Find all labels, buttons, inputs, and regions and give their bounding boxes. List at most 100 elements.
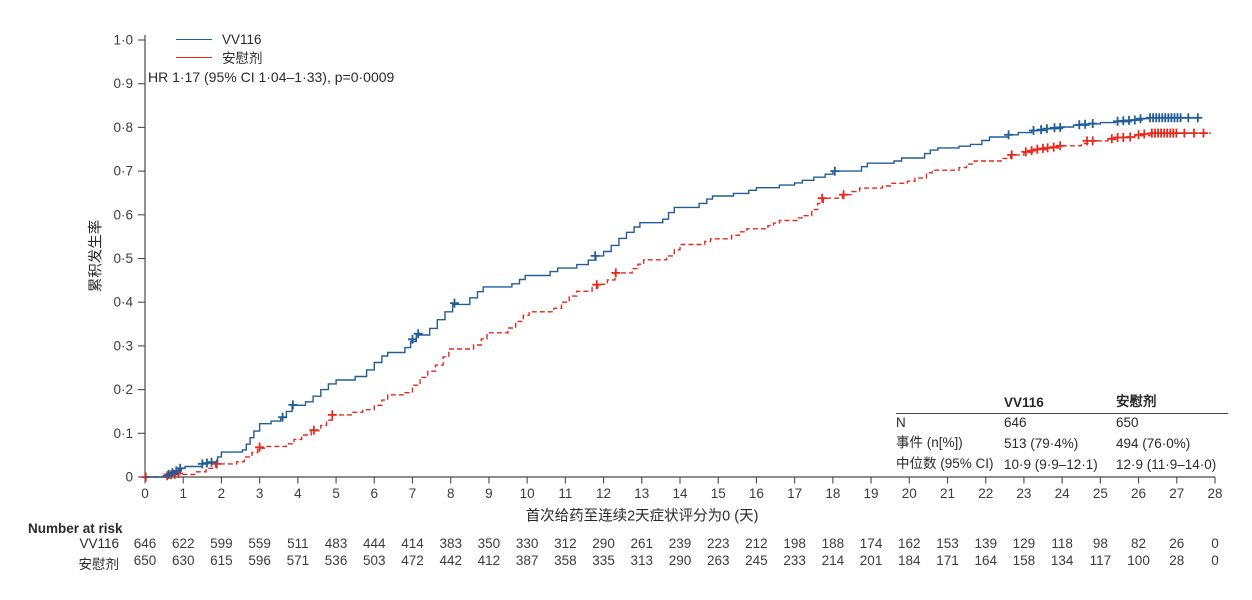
risk-count: 483 <box>324 536 348 551</box>
x-tick-label: 20 <box>902 486 917 501</box>
stats-row-label: 中位数 (95% CI) <box>896 456 994 471</box>
y-tick-label: 0·5 <box>113 251 133 266</box>
risk-count: 263 <box>706 553 730 568</box>
x-tick-label: 5 <box>332 486 340 501</box>
risk-count: 290 <box>592 536 615 551</box>
risk-count: 335 <box>592 553 615 568</box>
km-curve-placebo <box>145 132 1212 478</box>
risk-count: 313 <box>630 553 654 568</box>
stats-row-n: N 646 650 <box>896 414 1228 432</box>
risk-count: 98 <box>1092 536 1108 551</box>
x-tick-label: 27 <box>1169 486 1184 501</box>
stats-row-events: 事件 (n[%]) 513 (79·4%) 494 (76·0%) <box>896 431 1228 452</box>
y-axis-title: 累积发生率 <box>88 219 105 293</box>
risk-count: 139 <box>974 536 997 551</box>
y-tick-label: 0 <box>125 470 133 485</box>
risk-count: 164 <box>974 553 997 568</box>
placebo-line-swatch-icon <box>176 56 212 58</box>
stats-value: 646 <box>1004 415 1027 430</box>
risk-count: 28 <box>1169 553 1185 568</box>
y-tick-label: 1·0 <box>113 33 133 48</box>
risk-row-label-placebo: 安慰剂 <box>78 557 120 572</box>
risk-count: 153 <box>936 536 959 551</box>
stats-value: 513 (79·4%) <box>1004 436 1079 451</box>
x-tick-label: 15 <box>711 486 726 501</box>
x-tick-label: 19 <box>864 486 879 501</box>
x-tick-label: 3 <box>256 486 264 501</box>
risk-count: 245 <box>745 553 768 568</box>
risk-count: 171 <box>936 553 959 568</box>
risk-count: 414 <box>401 536 424 551</box>
x-tick-label: 10 <box>520 486 535 501</box>
risk-row-label-vv116: VV116 <box>79 536 119 551</box>
chart-legend: VV116 安慰剂 <box>176 30 263 66</box>
risk-count: 129 <box>1012 536 1036 551</box>
y-tick-label: 0·1 <box>113 426 133 441</box>
stats-value: 12·9 (11·9–14·0) <box>1116 457 1217 472</box>
y-tick-label: 0·6 <box>113 207 133 222</box>
risk-count: 188 <box>821 536 845 551</box>
risk-count: 134 <box>1050 553 1074 568</box>
risk-count: 174 <box>859 536 883 551</box>
risk-count: 350 <box>477 536 501 551</box>
stats-row-median: 中位数 (95% CI) 10·9 (9·9–12·1) 12·9 (11·9–… <box>896 452 1228 473</box>
risk-count: 622 <box>171 536 195 551</box>
risk-count: 184 <box>898 553 921 568</box>
stats-row-label: N <box>896 415 906 430</box>
risk-count: 646 <box>133 536 157 551</box>
x-tick-label: 0 <box>141 486 149 501</box>
x-tick-label: 18 <box>825 486 840 501</box>
x-tick-label: 9 <box>485 486 493 501</box>
legend-item-vv116: VV116 <box>176 30 263 48</box>
risk-count: 615 <box>210 553 233 568</box>
x-tick-label: 12 <box>596 486 611 501</box>
y-tick-label: 0·7 <box>113 164 133 179</box>
risk-count: 330 <box>515 536 539 551</box>
risk-count: 239 <box>668 536 692 551</box>
number-at-risk-title: Number at risk <box>28 521 123 536</box>
y-tick-label: 0·4 <box>113 295 133 310</box>
risk-count: 158 <box>1012 553 1036 568</box>
risk-count: 0 <box>1211 553 1219 568</box>
legend-item-placebo: 安慰剂 <box>176 48 263 66</box>
risk-count: 0 <box>1211 536 1219 551</box>
risk-count: 118 <box>1051 536 1073 551</box>
x-tick-label: 6 <box>371 486 379 501</box>
risk-count: 358 <box>554 553 577 568</box>
risk-count: 223 <box>706 536 730 551</box>
x-tick-label: 28 <box>1207 486 1222 501</box>
stats-header-row: VV116 安慰剂 <box>896 390 1228 414</box>
risk-count: 100 <box>1127 553 1150 568</box>
x-tick-label: 13 <box>634 486 649 501</box>
stats-row-label: 事件 (n[%]) <box>896 435 963 450</box>
stats-header-vv116: VV116 <box>1004 390 1116 414</box>
legend-label-placebo: 安慰剂 <box>222 51 263 66</box>
stats-value: 650 <box>1116 415 1139 430</box>
risk-count: 117 <box>1089 553 1112 568</box>
risk-count: 233 <box>783 553 806 568</box>
hazard-ratio-annotation: HR 1·17 (95% CI 1·04–1·33), p=0·0009 <box>148 69 395 85</box>
summary-stats-table: VV116 安慰剂 N 646 650 事件 (n[%]) 513 (79·4%… <box>896 390 1228 473</box>
km-curve-vv116 <box>145 117 1200 478</box>
risk-count: 596 <box>248 553 271 568</box>
risk-count: 599 <box>210 536 233 551</box>
y-tick-label: 0·8 <box>113 120 133 135</box>
x-tick-label: 2 <box>218 486 226 501</box>
stats-header-placebo: 安慰剂 <box>1116 390 1228 414</box>
x-tick-label: 7 <box>409 486 417 501</box>
risk-count: 198 <box>783 536 806 551</box>
x-tick-label: 4 <box>294 486 302 501</box>
x-tick-label: 25 <box>1093 486 1108 501</box>
legend-label-vv116: VV116 <box>222 31 262 47</box>
risk-count: 383 <box>439 536 462 551</box>
risk-count: 503 <box>363 553 386 568</box>
stats-value: 10·9 (9·9–12·1) <box>1004 457 1098 472</box>
risk-count: 82 <box>1131 536 1147 551</box>
x-tick-label: 24 <box>1055 486 1071 501</box>
risk-count: 630 <box>171 553 195 568</box>
risk-count: 387 <box>515 553 539 568</box>
x-tick-label: 17 <box>787 486 802 501</box>
y-tick-label: 0·2 <box>113 382 133 397</box>
